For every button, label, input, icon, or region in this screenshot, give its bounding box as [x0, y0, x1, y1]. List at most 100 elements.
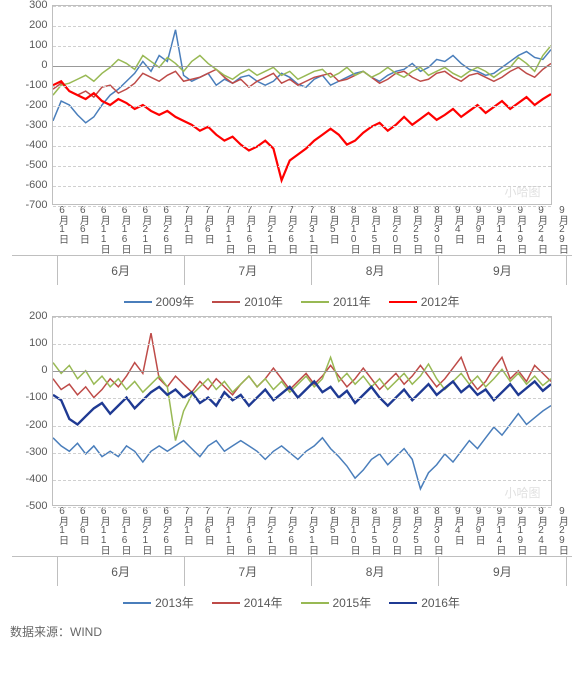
legend-swatch: [123, 602, 151, 604]
gridline: [53, 453, 551, 454]
month-label: 8月: [311, 256, 438, 285]
x-tick-label: 8月10日: [348, 506, 358, 554]
legend-item: 2013年: [123, 594, 194, 611]
x-tick-label: 9月9日: [473, 205, 483, 253]
gridline: [53, 371, 551, 372]
gridline: [53, 398, 551, 399]
x-tick-label: 7月16日: [244, 205, 254, 253]
month-label: 9月: [438, 557, 566, 586]
legend-label: 2009年: [156, 293, 195, 310]
y-tick-label: -100: [25, 391, 47, 403]
legend-swatch: [389, 602, 417, 604]
x-tick-label: 9月4日: [452, 205, 462, 253]
legend-item: 2009年: [124, 293, 195, 310]
x-tick-label: 8月20日: [390, 506, 400, 554]
x-tick-label: 7月16日: [244, 506, 254, 554]
y-tick-label: 0: [41, 59, 47, 71]
x-tick-label: 8月25日: [411, 506, 421, 554]
x-tick-label: 7月1日: [181, 506, 191, 554]
chart1-month-labels: 6月7月8月9月: [12, 255, 572, 285]
chart2-plot: 小哈图: [52, 316, 552, 506]
legend-item: 2014年: [212, 594, 283, 611]
series-2013年: [53, 406, 551, 489]
month-label: 7月: [184, 557, 311, 586]
y-tick-label: -200: [25, 99, 47, 111]
x-tick-label: 8月30日: [431, 506, 441, 554]
month-label: 6月: [57, 557, 184, 586]
x-tick-label: 9月4日: [452, 506, 462, 554]
chart1-y-axis: 3002001000-100-200-300-400-500-600-700: [12, 5, 52, 205]
x-tick-label: 6月26日: [161, 506, 171, 554]
gridline: [53, 106, 551, 107]
legend-label: 2010年: [244, 293, 283, 310]
x-tick-label: 7月1日: [181, 205, 191, 253]
y-tick-label: -400: [25, 139, 47, 151]
legend-label: 2013年: [155, 594, 194, 611]
x-tick-label: 6月11日: [98, 506, 108, 554]
legend-item: 2012年: [389, 293, 460, 310]
legend-swatch: [124, 301, 152, 303]
gridline: [53, 126, 551, 127]
x-tick-label: 8月10日: [348, 205, 358, 253]
x-tick-label: 7月26日: [286, 506, 296, 554]
y-tick-label: 0: [41, 364, 47, 376]
y-tick-label: -700: [25, 199, 47, 211]
series-2009年: [53, 30, 551, 123]
y-tick-label: 100: [29, 337, 47, 349]
x-tick-label: 9月24日: [536, 506, 546, 554]
chart-1: 3002001000-100-200-300-400-500-600-700 小…: [12, 5, 572, 310]
gridline: [53, 146, 551, 147]
legend-item: 2015年: [301, 594, 372, 611]
month-label: 7月: [184, 256, 311, 285]
gridline: [53, 86, 551, 87]
x-tick-label: 8月20日: [390, 205, 400, 253]
x-tick-label: 9月29日: [556, 205, 566, 253]
legend-label: 2012年: [421, 293, 460, 310]
legend-swatch: [212, 301, 240, 303]
gridline: [53, 317, 551, 318]
month-label: 8月: [311, 557, 438, 586]
legend-swatch: [389, 301, 417, 303]
y-tick-label: -500: [25, 159, 47, 171]
y-tick-label: -600: [25, 179, 47, 191]
x-tick-label: 7月11日: [223, 506, 233, 554]
chart2-x-ticks: 6月1日6月6日6月11日6月16日6月21日6月26日7月1日7月6日7月11…: [12, 506, 572, 554]
gridline: [53, 46, 551, 47]
gridline: [53, 426, 551, 427]
y-tick-label: 100: [29, 39, 47, 51]
x-tick-label: 6月11日: [98, 205, 108, 253]
legend-label: 2015年: [333, 594, 372, 611]
y-tick-label: -300: [25, 446, 47, 458]
chart1-lines: [53, 6, 551, 204]
legend-item: 2016年: [389, 594, 460, 611]
x-tick-label: 8月5日: [327, 506, 337, 554]
month-label: 9月: [438, 256, 566, 285]
x-tick-label: 6月16日: [119, 506, 129, 554]
chart2-y-axis: 2001000-100-200-300-400-500: [12, 316, 52, 506]
gridline: [53, 26, 551, 27]
x-tick-label: 8月15日: [369, 506, 379, 554]
x-tick-label: 7月6日: [202, 506, 212, 554]
y-tick-label: -500: [25, 500, 47, 512]
y-tick-label: 300: [29, 0, 47, 11]
x-tick-label: 8月25日: [411, 205, 421, 253]
x-tick-label: 9月14日: [494, 506, 504, 554]
x-tick-label: 9月19日: [515, 205, 525, 253]
x-tick-label: 7月26日: [286, 205, 296, 253]
gridline: [53, 507, 551, 508]
x-tick-label: 9月14日: [494, 205, 504, 253]
legend-label: 2014年: [244, 594, 283, 611]
gridline: [53, 206, 551, 207]
x-tick-label: 7月31日: [306, 205, 316, 253]
x-tick-label: 9月9日: [473, 506, 483, 554]
x-tick-label: 7月31日: [306, 506, 316, 554]
x-tick-label: 6月21日: [140, 506, 150, 554]
data-source: 数据来源：WIND: [0, 615, 583, 646]
gridline: [53, 66, 551, 67]
month-label: 6月: [57, 256, 184, 285]
watermark-2: 小哈图: [504, 484, 540, 501]
x-tick-label: 6月6日: [77, 506, 87, 554]
chart1-legend: 2009年2010年2011年2012年: [12, 293, 572, 310]
gridline: [53, 166, 551, 167]
y-tick-label: -100: [25, 79, 47, 91]
